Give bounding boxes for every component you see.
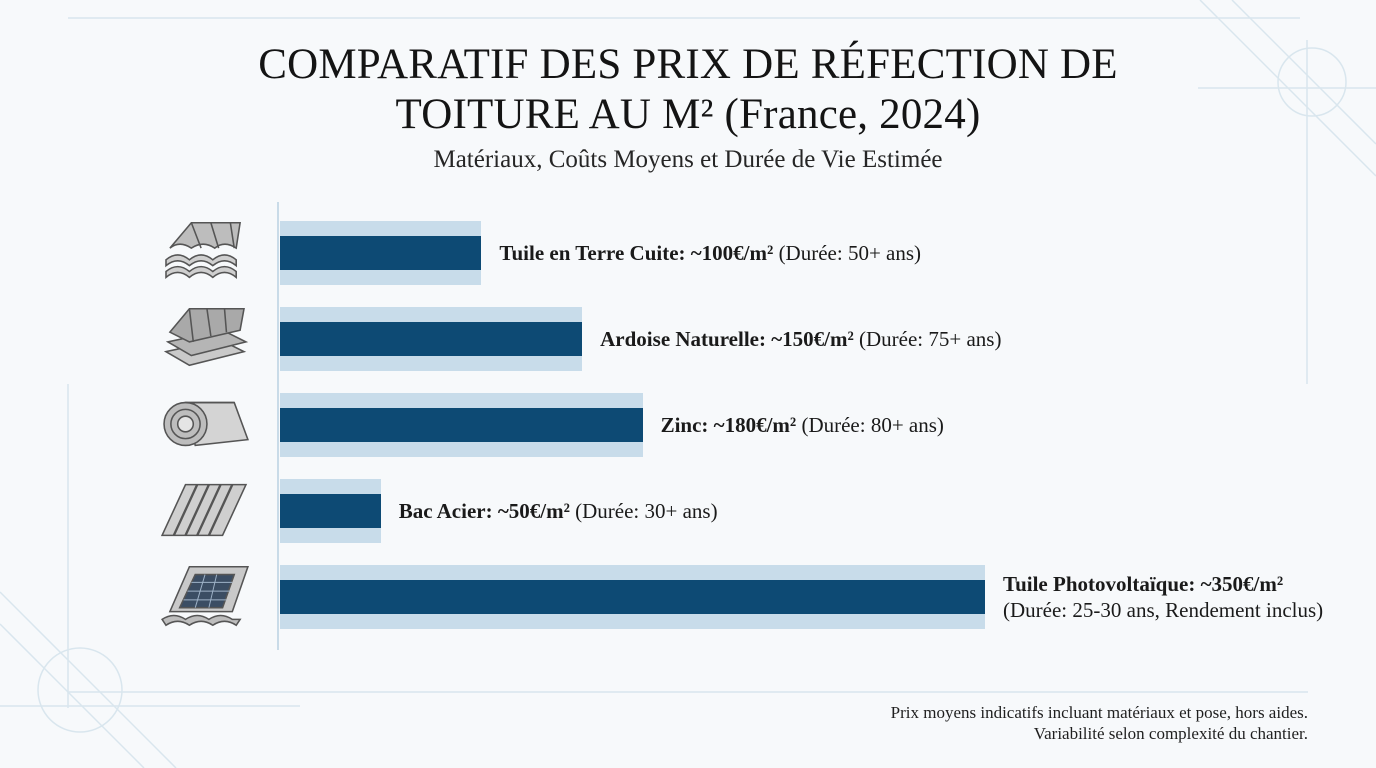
zinc-roll-icon <box>163 401 249 447</box>
bar-label-name: Tuile en Terre Cuite: ~100€/m² <box>499 241 774 265</box>
steel-sheet-icon <box>160 483 248 537</box>
title-line-2: TOITURE AU M² (France, 2024) <box>395 91 981 138</box>
bar-label: Ardoise Naturelle: ~150€/m² (Durée: 75+ … <box>600 326 1001 352</box>
bar-label-detail: (Durée: 75+ ans) <box>859 327 1002 351</box>
title-line-1: COMPARATIF DES PRIX DE RÉFECTION DE <box>258 41 1118 88</box>
bar-label-name: Zinc: ~180€/m² <box>660 413 797 437</box>
slate-icon <box>163 307 249 367</box>
chart-subtitle: Matériaux, Coûts Moyens et Durée de Vie … <box>433 146 943 173</box>
bar <box>280 494 381 528</box>
footnote: Prix moyens indicatifs incluant matériau… <box>891 702 1308 744</box>
bar-label: Tuile en Terre Cuite: ~100€/m² (Durée: 5… <box>499 240 921 266</box>
bar <box>280 322 583 356</box>
chart-title: COMPARATIF DES PRIX DE RÉFECTION DE TOIT… <box>0 40 1376 140</box>
bar-label: Zinc: ~180€/m² (Durée: 80+ ans) <box>661 412 944 438</box>
bar-label-detail: (Durée: 50+ ans) <box>778 241 922 265</box>
clay-tile-icon <box>165 221 242 280</box>
bar-label-name: Ardoise Naturelle: ~150€/m² <box>600 327 854 351</box>
bar-label: Tuile Photovoltaïque: ~350€/m² (Durée: 25… <box>1003 571 1323 623</box>
bar-label-detail: (Durée: 80+ ans) <box>801 413 944 437</box>
bar-label-name: Bac Acier: ~50€/m² <box>398 499 570 523</box>
footnote-line-2: Variabilité selon complexité du chantier… <box>1033 724 1308 743</box>
footnote-line-1: Prix moyens indicatifs incluant matériau… <box>890 703 1308 722</box>
bar-label-detail: (Durée: 25-30 ans, Rendement inclus) <box>1003 598 1324 622</box>
y-axis-line <box>277 202 279 650</box>
solar-tile-icon <box>161 565 249 627</box>
bar-label-name: Tuile Photovoltaïque: ~350€/m² <box>1003 572 1284 596</box>
bar-label: Bac Acier: ~50€/m² (Durée: 30+ ans) <box>399 498 718 524</box>
bar <box>280 580 985 614</box>
bar-label-detail: (Durée: 30+ ans) <box>575 499 718 523</box>
bar <box>280 408 643 442</box>
bar <box>280 236 482 270</box>
